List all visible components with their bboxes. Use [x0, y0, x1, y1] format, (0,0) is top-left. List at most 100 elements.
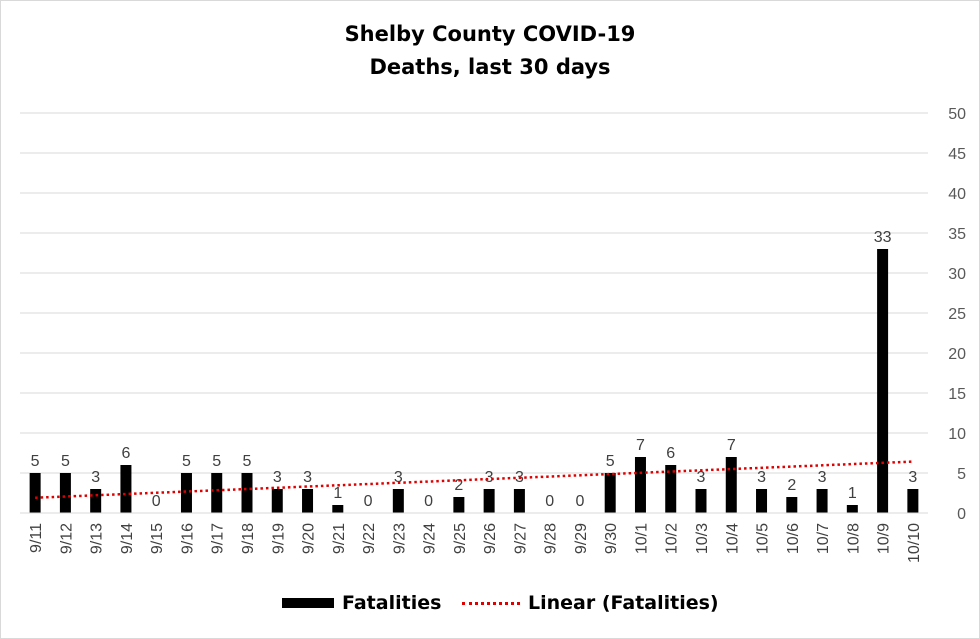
y-tick-label: 50: [948, 106, 966, 123]
bar: [180, 473, 192, 513]
x-tick-label: 10/5: [755, 523, 772, 554]
y-tick-label: 30: [948, 266, 966, 283]
bar: [90, 489, 102, 513]
y-tick-label: 45: [948, 146, 966, 163]
x-tick-label: 9/12: [58, 523, 75, 554]
x-axis-ticks: 9/11 9/12 9/13 9/14 9/15 9/16 9/17 9/18 9/19 9/20…: [28, 523, 923, 563]
legend-item-linear: Linear (Fatalities): [462, 588, 719, 618]
y-tick-label: 0: [957, 506, 966, 523]
data-label: 3: [91, 469, 100, 486]
data-label: 3: [303, 469, 312, 486]
legend-label-fatalities: Fatalities: [342, 592, 442, 614]
data-label: 5: [182, 453, 191, 470]
x-tick-label: 10/6: [785, 523, 802, 554]
chart-title-line-1: Shelby County COVID-19: [344, 22, 636, 46]
bar: [302, 489, 314, 513]
y-tick-label: 25: [948, 306, 966, 323]
x-tick-label: 10/1: [633, 523, 650, 554]
bar: [483, 489, 495, 513]
chart-title-line-2: Deaths, last 30 days: [369, 55, 611, 79]
data-label: 3: [273, 469, 282, 486]
data-label: 7: [636, 437, 645, 454]
data-label: 3: [908, 469, 917, 486]
x-tick-label: 9/29: [573, 523, 590, 554]
data-label: 3: [485, 469, 494, 486]
data-label: 2: [454, 477, 463, 494]
y-axis-ticks: 0 5 10 15 20 25 30 35 40 45 50: [948, 106, 966, 523]
gridlines: [20, 112, 928, 474]
bar: [271, 489, 283, 513]
bar: [907, 489, 919, 513]
x-tick-label: 10/8: [845, 523, 862, 554]
data-label: 6: [121, 445, 130, 462]
x-tick-label: 10/7: [815, 523, 832, 554]
trendline: [35, 460, 913, 500]
data-label: 5: [212, 453, 221, 470]
bar: [665, 465, 677, 513]
x-tick-label: 10/2: [664, 523, 681, 554]
x-tick-label: 9/14: [119, 523, 136, 554]
data-label: 0: [424, 493, 433, 510]
x-tick-label: 9/16: [179, 523, 196, 554]
data-label: 2: [787, 477, 796, 494]
bar: [725, 457, 737, 513]
x-tick-label: 10/4: [724, 523, 741, 554]
x-tick-label: 9/27: [512, 523, 529, 554]
data-label: 1: [848, 485, 857, 502]
data-labels: 5536055533103023300576373231333: [31, 229, 918, 510]
y-tick-label: 15: [948, 386, 966, 403]
x-tick-label: 9/11: [28, 523, 45, 553]
data-label: 5: [606, 453, 615, 470]
data-label: 0: [545, 493, 554, 510]
x-tick-label: 9/19: [270, 523, 287, 554]
bar: [120, 465, 132, 513]
bar: [241, 473, 253, 513]
data-label: 1: [333, 485, 342, 502]
x-tick-label: 9/21: [331, 523, 348, 554]
data-label: 5: [31, 453, 40, 470]
bar: [332, 505, 344, 513]
data-label: 3: [394, 469, 403, 486]
bar: [816, 489, 828, 513]
bar: [756, 489, 768, 513]
x-tick-label: 9/18: [240, 523, 257, 554]
legend-swatch-bar: [282, 598, 334, 608]
x-tick-label: 9/25: [452, 523, 469, 554]
bar: [695, 489, 707, 513]
data-label: 3: [757, 469, 766, 486]
bars: [29, 249, 919, 513]
legend-label-linear: Linear (Fatalities): [528, 592, 719, 614]
x-tick-label: 9/15: [149, 523, 166, 554]
y-tick-label: 20: [948, 346, 966, 363]
legend: Fatalities Linear (Fatalities): [0, 588, 980, 618]
data-label: 3: [697, 469, 706, 486]
bar: [392, 489, 404, 513]
x-tick-label: 10/3: [694, 523, 711, 554]
data-label: 7: [727, 437, 736, 454]
chart-title: Shelby County COVID-19 Deaths, last 30 d…: [0, 18, 980, 84]
x-tick-label: 9/30: [603, 523, 620, 554]
legend-item-fatalities: Fatalities: [282, 588, 441, 618]
y-tick-label: 10: [948, 426, 966, 443]
x-tick-label: 9/17: [210, 523, 227, 554]
bar: [453, 497, 465, 513]
data-label: 6: [666, 445, 675, 462]
bar: [59, 473, 71, 513]
data-label: 0: [575, 493, 584, 510]
x-tick-label: 9/24: [422, 523, 439, 554]
x-tick-label: 10/10: [906, 523, 923, 563]
y-tick-label: 40: [948, 186, 966, 203]
data-label: 5: [61, 453, 70, 470]
bar: [877, 249, 889, 513]
x-tick-label: 9/26: [482, 523, 499, 554]
data-label: 33: [874, 229, 892, 246]
x-tick-label: 9/28: [543, 523, 560, 554]
bar: [513, 489, 525, 513]
data-label: 0: [364, 493, 373, 510]
legend-swatch-dotted-line: [462, 601, 520, 605]
bar: [604, 473, 616, 513]
x-tick-label: 9/20: [301, 523, 318, 554]
data-label: 3: [818, 469, 827, 486]
